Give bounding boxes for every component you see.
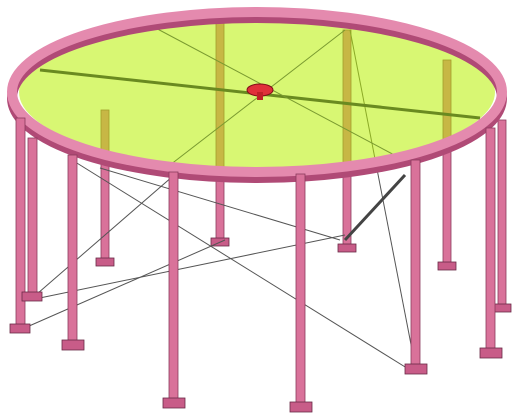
column	[296, 174, 305, 406]
center-hub-stem	[257, 92, 263, 100]
column	[498, 120, 506, 308]
column-foot	[438, 262, 456, 270]
column-foot	[338, 244, 356, 252]
column	[28, 138, 37, 296]
render	[0, 0, 513, 417]
cable	[20, 240, 225, 330]
body	[0, 0, 513, 417]
column	[68, 155, 77, 343]
column-foot	[22, 292, 42, 301]
column-foot	[290, 402, 312, 412]
strut	[345, 175, 405, 240]
column-foot	[493, 304, 511, 312]
column	[486, 128, 495, 352]
column-foot	[405, 364, 427, 374]
column-foot	[10, 324, 30, 333]
page: {} html, body { margin: 0; padding: 0; b…	[0, 0, 513, 417]
column-foot	[96, 258, 114, 266]
column	[411, 160, 420, 368]
column-foot	[163, 398, 185, 408]
column-foot	[62, 340, 84, 350]
column	[169, 172, 178, 402]
column-foot	[480, 348, 502, 358]
cable	[72, 160, 410, 370]
